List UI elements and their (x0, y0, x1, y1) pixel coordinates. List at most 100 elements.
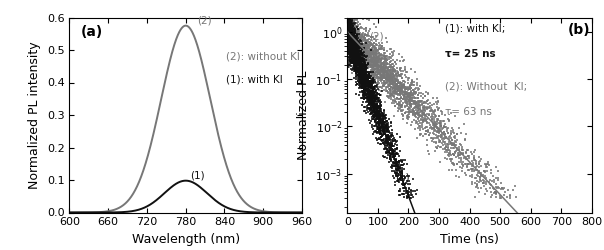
Point (386, 124, 396, 128)
Point (388, 86, 398, 90)
Point (394, 166, 404, 170)
Point (480, 174, 490, 178)
Point (349, 36, 359, 40)
Point (399, 180, 408, 184)
Point (355, 38, 365, 42)
Point (353, 58, 362, 62)
Point (361, 46, 371, 50)
Point (381, 124, 391, 128)
Point (351, 58, 361, 62)
Point (392, 132, 402, 136)
Point (385, 47, 394, 51)
Point (488, 186, 498, 190)
Point (345, 34, 355, 38)
Point (347, 34, 356, 38)
Point (361, 55, 371, 59)
Point (359, 74, 369, 78)
Point (354, 45, 364, 49)
Point (390, 136, 399, 140)
Point (406, 86, 416, 90)
Point (360, 82, 370, 86)
Point (347, 49, 356, 53)
Point (344, 20, 354, 24)
Point (397, 76, 406, 80)
Point (369, 78, 379, 82)
Point (402, 181, 411, 185)
Point (367, 46, 377, 50)
Point (475, 175, 485, 179)
Point (381, 60, 391, 64)
Point (475, 155, 484, 159)
Point (429, 112, 439, 116)
Point (368, 106, 378, 110)
Point (379, 84, 388, 88)
Point (345, 39, 355, 43)
Point (363, 70, 373, 74)
Point (368, 96, 378, 100)
Point (370, 98, 379, 102)
Point (388, 155, 398, 159)
Point (381, 140, 391, 144)
Point (359, 91, 369, 95)
Point (359, 94, 368, 98)
Point (355, 54, 364, 58)
Point (347, 20, 357, 24)
Point (383, 140, 393, 144)
Point (354, 50, 364, 54)
Point (349, 50, 359, 54)
Point (360, 74, 370, 78)
Point (349, 39, 359, 43)
Point (380, 117, 390, 121)
Point (344, 24, 353, 28)
Point (374, 114, 384, 117)
Point (356, 68, 366, 72)
Point (405, 102, 414, 106)
Point (360, 66, 370, 70)
Point (350, 46, 360, 50)
Point (374, 117, 384, 121)
Point (352, 61, 362, 65)
Point (382, 56, 392, 60)
Point (356, 68, 366, 72)
Point (419, 111, 429, 115)
Point (351, 66, 361, 70)
Point (356, 73, 365, 77)
Point (373, 88, 383, 92)
Point (367, 125, 377, 129)
Point (379, 74, 389, 78)
Point (343, 36, 353, 40)
Point (375, 113, 385, 117)
Point (370, 71, 380, 75)
Point (397, 108, 406, 112)
Point (361, 66, 371, 70)
Point (352, 46, 361, 50)
Point (344, 41, 354, 45)
Point (347, 39, 356, 43)
Point (347, 54, 357, 58)
Point (395, 80, 405, 84)
Point (343, 23, 353, 27)
Point (343, 41, 353, 45)
Point (346, 48, 356, 52)
Point (345, 36, 355, 40)
Point (359, 72, 368, 76)
Point (348, 53, 358, 57)
Point (373, 82, 382, 86)
Point (381, 116, 391, 120)
Point (388, 79, 397, 83)
Point (355, 64, 364, 68)
Point (353, 45, 362, 49)
Point (359, 74, 369, 78)
Point (372, 82, 382, 86)
Point (344, 34, 353, 38)
Point (354, 43, 364, 47)
Point (408, 112, 418, 116)
Point (347, 29, 356, 33)
Point (396, 193, 405, 197)
Point (356, 35, 365, 39)
Point (344, 50, 354, 54)
Point (390, 60, 399, 64)
Point (396, 174, 406, 178)
Point (415, 110, 425, 114)
Point (377, 123, 387, 127)
